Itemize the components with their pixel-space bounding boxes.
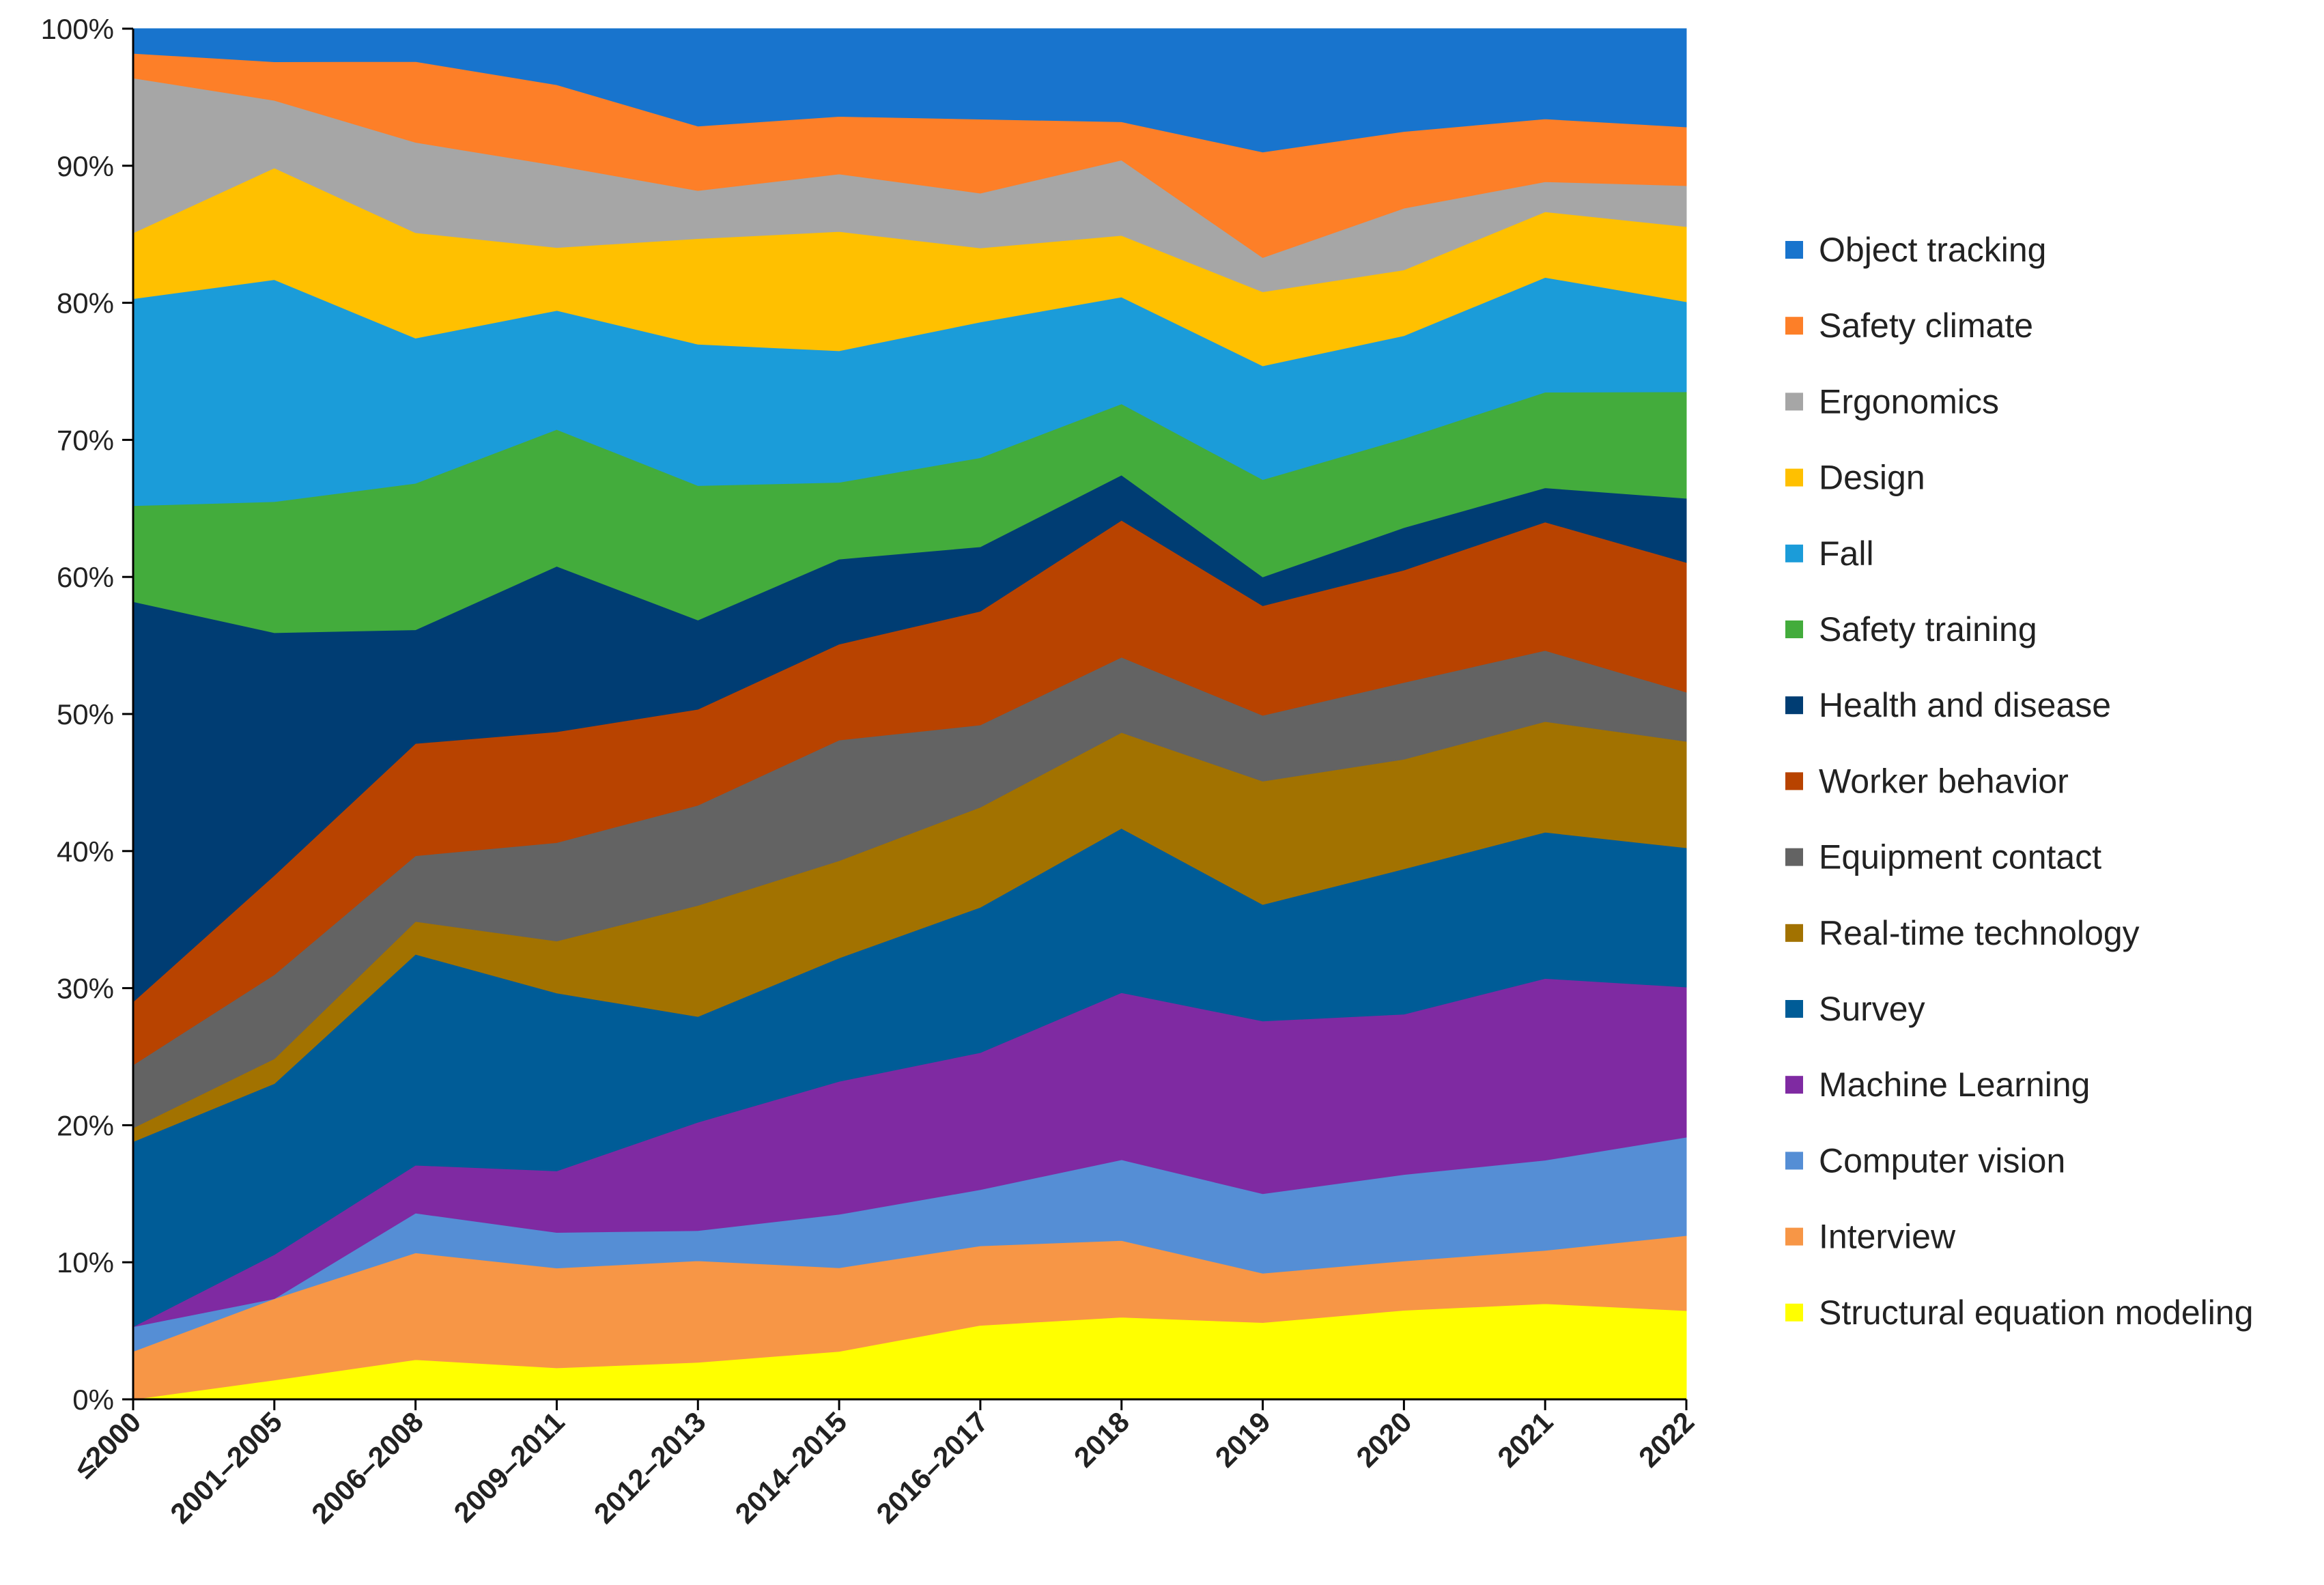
y-tick-label: 100% (41, 13, 114, 45)
legend-swatch (1785, 544, 1803, 562)
legend-label: Safety training (1819, 610, 2037, 648)
x-tick-label: 2022 (1632, 1405, 1700, 1473)
legend-item-safety-climate: Safety climate (1785, 306, 2033, 345)
legend-swatch (1785, 1076, 1803, 1094)
x-tick-label: 2009–2011 (448, 1405, 571, 1528)
x-tick-label: 2016–2017 (870, 1405, 994, 1530)
y-axis-tick-labels: 0% 10% 20% 30% 40% 50% 60% 70% 80% 90% 100% (41, 13, 114, 1416)
legend-swatch (1785, 1000, 1803, 1018)
legend-swatch (1785, 620, 1803, 638)
legend-swatch (1785, 696, 1803, 715)
legend-item-fall: Fall (1785, 534, 1874, 573)
legend-swatch (1785, 317, 1803, 335)
legend-label: Structural equation modeling (1819, 1294, 2254, 1332)
legend-swatch (1785, 468, 1803, 487)
area-object-tracking (132, 28, 1687, 153)
legend-item-real-time-technology: Real-time technology (1785, 914, 2140, 952)
legend-label: Real-time technology (1819, 914, 2140, 952)
legend-swatch (1785, 848, 1803, 866)
x-axis-tick-labels: ≤2000 2001–2005 2006–2008 2009–2011 2012–201… (68, 1405, 1701, 1530)
legend-label: Ergonomics (1819, 382, 1999, 420)
x-tick-label: 2006–2008 (305, 1405, 429, 1530)
legend-label: Machine Learning (1819, 1066, 2091, 1104)
y-tick-label: 0% (72, 1384, 114, 1416)
legend-label: Equipment contact (1819, 838, 2101, 876)
legend-swatch (1785, 1303, 1803, 1322)
x-tick-label: 2021 (1491, 1405, 1559, 1473)
y-tick-label: 30% (57, 973, 114, 1005)
legend-swatch (1785, 924, 1803, 942)
legend-label: Health and disease (1819, 686, 2111, 724)
legend-item-structural-equation-modeling: Structural equation modeling (1785, 1294, 2254, 1332)
legend-label: Computer vision (1819, 1141, 2065, 1180)
y-tick-label: 70% (57, 424, 114, 456)
x-tick-label: ≤2000 (68, 1405, 147, 1485)
legend-item-equipment-contact: Equipment contact (1785, 838, 2101, 876)
legend-swatch (1785, 1227, 1803, 1246)
y-tick-label: 50% (57, 698, 114, 730)
legend-label: Worker behavior (1819, 762, 2069, 800)
legend-item-worker-behavior: Worker behavior (1785, 762, 2069, 800)
legend-item-object-tracking: Object tracking (1785, 231, 2046, 269)
legend-label: Fall (1819, 534, 1874, 573)
legend-item-design: Design (1785, 459, 1925, 497)
y-tick-label: 80% (57, 287, 114, 319)
legend-label: Design (1819, 459, 1925, 497)
legend-item-computer-vision: Computer vision (1785, 1141, 2065, 1180)
x-tick-label: 2001–2005 (164, 1405, 288, 1530)
legend: Object tracking Safety climate Ergonomics D… (1785, 231, 2254, 1332)
x-tick-label: 2018 (1068, 1405, 1135, 1473)
legend-label: Survey (1819, 990, 1925, 1028)
legend-item-health-and-disease: Health and disease (1785, 686, 2111, 724)
y-tick-label: 40% (57, 836, 114, 868)
legend-label: Interview (1819, 1218, 1956, 1256)
y-tick-label: 20% (57, 1109, 114, 1141)
legend-swatch (1785, 392, 1803, 411)
y-tick-label: 10% (57, 1246, 114, 1279)
x-tick-label: 2014–2015 (729, 1405, 853, 1530)
legend-item-safety-training: Safety training (1785, 610, 2037, 648)
y-tick-label: 60% (57, 561, 114, 593)
legend-label: Object tracking (1819, 231, 2046, 269)
axes (122, 27, 1688, 1410)
area-layers (132, 28, 1687, 1400)
y-tick-label: 90% (57, 150, 114, 182)
legend-label: Safety climate (1819, 306, 2033, 345)
legend-swatch (1785, 241, 1803, 259)
legend-item-interview: Interview (1785, 1218, 1956, 1256)
legend-item-ergonomics: Ergonomics (1785, 382, 1999, 420)
legend-swatch (1785, 1152, 1803, 1170)
legend-item-machine-learning: Machine Learning (1785, 1066, 2091, 1104)
x-tick-label: 2019 (1209, 1405, 1277, 1473)
x-tick-label: 2020 (1350, 1405, 1417, 1473)
x-tick-label: 2012–2013 (588, 1405, 712, 1530)
legend-swatch (1785, 772, 1803, 790)
legend-item-survey: Survey (1785, 990, 1925, 1028)
